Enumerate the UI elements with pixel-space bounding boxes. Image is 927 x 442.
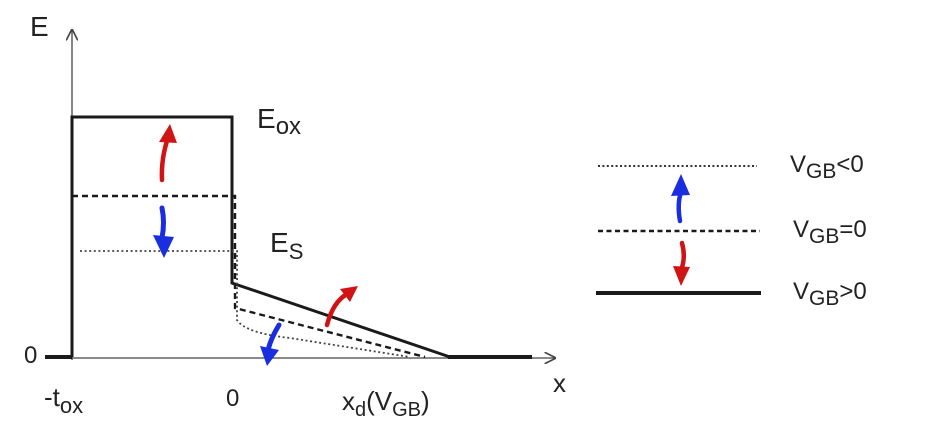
red-up-arrow-semiconductor [324, 286, 358, 328]
tick-tox: -tox [44, 382, 83, 418]
red-up-arrow-oxide [159, 124, 177, 183]
y-axis-label: E [30, 11, 49, 42]
field-curve-solid [70, 115, 451, 359]
x-axis-label: x [553, 368, 566, 398]
legend-label-eq0: VGB=0 [793, 216, 867, 248]
y-zero-label: 0 [24, 342, 37, 369]
blue-down-arrow-oxide [153, 205, 174, 258]
eox-label: Eox [257, 103, 301, 140]
field-curve-dotted [80, 250, 411, 358]
blue-up-arrow-legend [671, 174, 690, 224]
legend-label-lt0: VGB<0 [790, 151, 864, 183]
legend-label-gt0: VGB>0 [793, 278, 867, 310]
es-label: ES [270, 227, 303, 264]
tick-zero: 0 [226, 385, 239, 412]
field-curve-dashed [72, 194, 426, 359]
tick-xd: xd(VGB) [342, 386, 430, 421]
red-down-arrow-legend [673, 240, 690, 286]
blue-down-arrow-semiconductor [260, 322, 282, 366]
